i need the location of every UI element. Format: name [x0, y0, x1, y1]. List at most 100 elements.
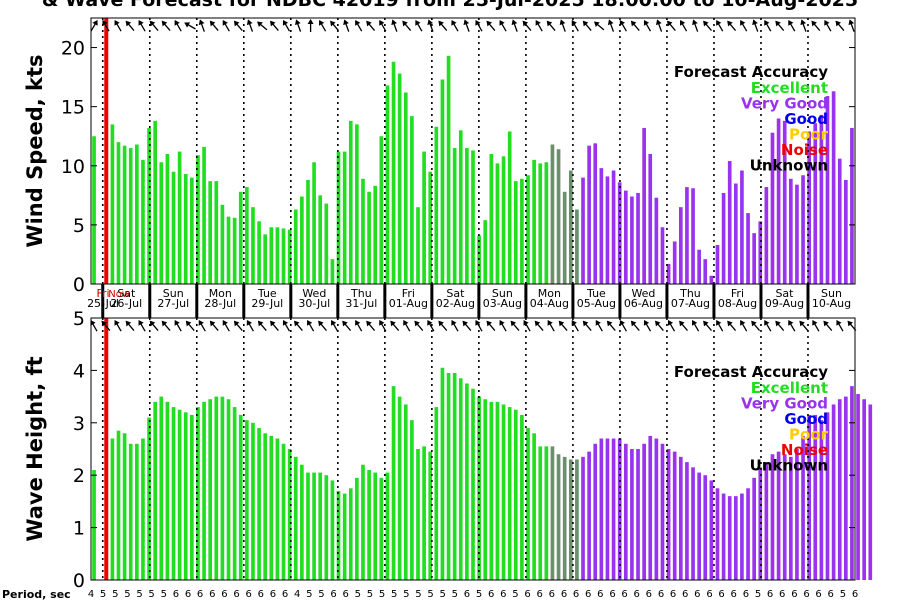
bar: [483, 220, 488, 284]
direction-arrow: [593, 21, 605, 31]
arrow-head: [716, 319, 722, 326]
arrow-head: [451, 319, 457, 326]
bar: [348, 120, 353, 284]
direction-arrow: [547, 319, 555, 332]
bar: [807, 131, 811, 284]
now-label: Now: [108, 289, 130, 300]
period-value: 5: [355, 589, 361, 600]
bar: [397, 396, 402, 580]
direction-arrow: [630, 320, 640, 332]
bar: [92, 469, 96, 580]
period-value: 5: [136, 589, 142, 600]
direction-arrow: [788, 19, 796, 32]
bar: [275, 227, 280, 284]
bar: [214, 396, 219, 580]
bar: [746, 213, 750, 284]
period-value: 5: [318, 589, 324, 600]
bar: [159, 162, 164, 284]
bar: [361, 178, 365, 284]
direction-arrow: [184, 22, 196, 30]
period-value: 5: [476, 589, 482, 600]
day-of-week-label: Sun: [821, 287, 842, 300]
arrow-head: [415, 19, 421, 26]
bar: [458, 378, 463, 580]
bar: [581, 177, 585, 284]
arrow-head: [270, 20, 276, 27]
day-of-week-label: Wed: [631, 287, 655, 300]
direction-arrow: [114, 319, 122, 332]
date-label: 02-Aug: [436, 297, 475, 310]
bar: [562, 456, 567, 580]
arrow-head: [679, 320, 685, 327]
direction-arrow: [823, 320, 833, 332]
period-value: 6: [343, 589, 349, 600]
direction-arrow: [161, 320, 171, 332]
bar: [275, 438, 280, 580]
direction-arrow: [679, 320, 688, 332]
bar: [520, 178, 524, 284]
bar: [642, 127, 646, 284]
bar: [306, 179, 310, 284]
arrow-head: [619, 19, 625, 26]
bar: [263, 234, 268, 284]
direction-arrow: [571, 319, 579, 332]
bar: [367, 469, 371, 580]
direction-arrow: [559, 19, 566, 32]
plot-frame: [90, 317, 856, 581]
arrow-head: [522, 20, 529, 27]
direction-arrow: [511, 19, 518, 32]
bar: [373, 185, 378, 284]
bar: [764, 187, 769, 284]
date-label: 08-Aug: [718, 297, 757, 310]
arrow-head: [680, 19, 686, 26]
period-value: 5: [440, 589, 446, 600]
legend-item: Good: [784, 110, 828, 128]
bar: [355, 124, 359, 285]
arrow-head: [463, 19, 470, 26]
bar: [507, 131, 512, 284]
arrow-head: [824, 19, 830, 26]
arrow-head: [403, 319, 409, 326]
bar: [691, 188, 695, 284]
bar: [446, 373, 451, 580]
bar: [471, 388, 475, 580]
bar: [489, 401, 494, 580]
direction-arrow: [643, 319, 652, 332]
bar: [367, 191, 371, 284]
direction-arrow: [366, 320, 376, 332]
bar: [153, 120, 158, 284]
bar: [135, 443, 139, 580]
arrow-head: [799, 320, 805, 327]
direction-arrow: [294, 320, 303, 332]
bar: [177, 409, 182, 580]
bar: [226, 216, 231, 284]
arrow-head: [788, 19, 794, 26]
direction-arrow: [402, 20, 412, 32]
period-value: 6: [597, 589, 603, 600]
arrow-head: [571, 319, 577, 326]
bar: [593, 443, 598, 580]
arrow-head: [692, 319, 698, 326]
bar: [410, 116, 414, 285]
bar: [685, 187, 689, 284]
direction-arrow: [800, 19, 807, 32]
bar: [196, 155, 200, 284]
period-value: 6: [731, 589, 737, 600]
direction-arrow: [307, 19, 314, 32]
y-axis-label: Wave Height, ft: [23, 356, 47, 541]
bar: [269, 435, 274, 580]
period-value: 6: [524, 589, 530, 600]
bar: [819, 420, 824, 580]
direction-arrow: [379, 19, 387, 32]
direction-arrow: [161, 20, 171, 32]
direction-arrow: [270, 320, 279, 332]
direction-arrow: [209, 320, 219, 332]
arrow-head: [198, 319, 204, 326]
direction-arrow: [438, 20, 448, 32]
bar: [795, 449, 799, 580]
bar: [122, 145, 127, 284]
y-tick-label: 5: [73, 308, 85, 330]
direction-arrow: [427, 19, 434, 32]
bar: [373, 472, 378, 580]
